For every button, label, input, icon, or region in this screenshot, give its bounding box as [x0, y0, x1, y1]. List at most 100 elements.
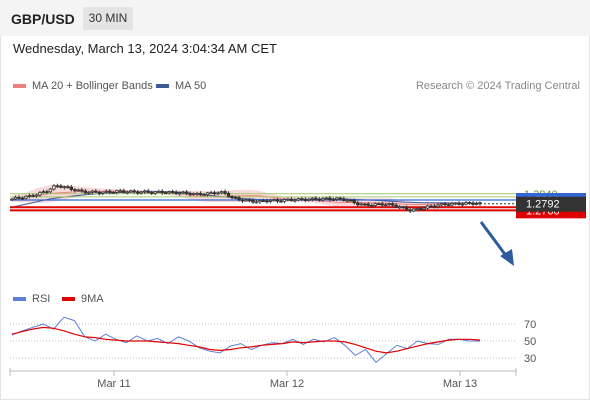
candle-body: [251, 199, 255, 203]
candle-body: [436, 204, 440, 208]
candle-body: [317, 198, 322, 201]
candle-body: [118, 190, 122, 193]
candle-body: [38, 192, 42, 196]
candle-body: [418, 208, 423, 210]
candle-body: [34, 194, 39, 197]
candle-body: [394, 204, 398, 208]
candle-body: [115, 190, 119, 193]
candle-body: [237, 197, 241, 201]
legend-swatch-9ma: [62, 297, 75, 301]
candle-body: [401, 206, 405, 209]
candle-body: [331, 199, 336, 201]
top-bar: GBP/USD 30 MIN: [0, 0, 590, 36]
candle-body: [205, 192, 210, 196]
candle-body: [184, 191, 189, 194]
candle-body: [83, 190, 88, 194]
candle-body: [136, 191, 140, 194]
candle-body: [464, 202, 468, 205]
candle-body: [233, 196, 238, 199]
candle-body: [258, 200, 262, 203]
candle-body: [387, 203, 391, 206]
forecast-arrow-head: [500, 249, 514, 266]
candle-body: [174, 191, 178, 195]
candle-body: [76, 189, 81, 192]
legend-label-ma20-bb: MA 20 + Bollinger Bands: [32, 80, 153, 92]
candle-body: [24, 195, 28, 199]
x-tick-label: Mar 13: [443, 378, 477, 390]
candle-body: [188, 193, 192, 195]
legend-swatch-ma50: [156, 84, 169, 88]
candle-body: [265, 200, 269, 203]
candle-body: [268, 199, 273, 203]
candle-body: [254, 201, 259, 204]
candle-body: [150, 192, 154, 194]
candle-body: [247, 199, 252, 202]
candle-body: [404, 206, 409, 211]
candle-body: [94, 190, 98, 193]
candle-body: [202, 194, 206, 197]
candle-body: [307, 198, 311, 201]
candle-body: [216, 192, 220, 195]
candle-body: [101, 191, 105, 194]
candle-body: [338, 197, 342, 200]
candle-body: [122, 190, 126, 193]
candle-body: [352, 199, 356, 204]
candle-body: [31, 195, 35, 197]
last-price-tag: [516, 196, 586, 212]
rsi-tick-50: 50: [524, 336, 536, 348]
candle-body: [230, 195, 234, 198]
candle-body: [460, 203, 465, 206]
rsi-tick-70: 70: [524, 319, 536, 331]
candle-body: [97, 191, 102, 194]
candle-body: [156, 190, 161, 193]
candle-body: [244, 199, 248, 202]
chart-datetime: Wednesday, March 13, 2024 3:04:34 AM CET: [13, 41, 277, 56]
candle-body: [439, 203, 444, 206]
candle-body: [321, 198, 325, 201]
rsi-9ma-line: [11, 326, 481, 354]
candle-body: [300, 198, 304, 201]
candle-body: [153, 191, 157, 194]
candle-body: [474, 203, 479, 206]
candle-body: [289, 198, 294, 201]
candle-body: [390, 203, 395, 206]
candle-body: [73, 189, 77, 192]
candle-body: [356, 202, 360, 206]
candle-body: [471, 202, 475, 205]
candle-body: [467, 202, 472, 204]
legend-ma20-bb: MA 20 + Bollinger Bands: [13, 80, 153, 92]
candle-body: [209, 192, 213, 195]
x-tick-label: Mar 12: [270, 378, 304, 390]
candle-body: [335, 197, 339, 200]
candle-body: [384, 204, 388, 207]
candle-body: [429, 205, 433, 208]
candle-body: [240, 199, 245, 202]
candle-body: [226, 192, 231, 197]
legend-label-rsi: RSI: [32, 293, 51, 305]
candle-body: [132, 190, 136, 193]
candle-body: [275, 199, 280, 202]
candle-body: [20, 197, 25, 200]
symbol-title: GBP/USD: [11, 11, 75, 27]
candle-body: [111, 191, 115, 194]
candle-body: [349, 199, 353, 202]
legend-swatch-ma20: [13, 84, 26, 88]
candle-body: [422, 207, 426, 210]
candle-body: [370, 205, 374, 207]
candle-body: [66, 186, 70, 189]
timeframe-button[interactable]: 30 MIN: [83, 7, 133, 30]
x-tick-label: Mar 11: [97, 378, 130, 390]
candle-body: [87, 191, 91, 194]
rsi-tick-30: 30: [524, 353, 536, 365]
candle-body: [17, 196, 21, 199]
candle-body: [411, 208, 416, 212]
candle-body: [167, 191, 171, 194]
candle-body: [219, 191, 224, 194]
candle-body: [397, 206, 402, 209]
candle-body: [160, 190, 164, 194]
candle-body: [282, 199, 287, 202]
ma20-line: [11, 190, 481, 206]
candle-body: [408, 209, 412, 212]
candle-body: [69, 186, 74, 190]
